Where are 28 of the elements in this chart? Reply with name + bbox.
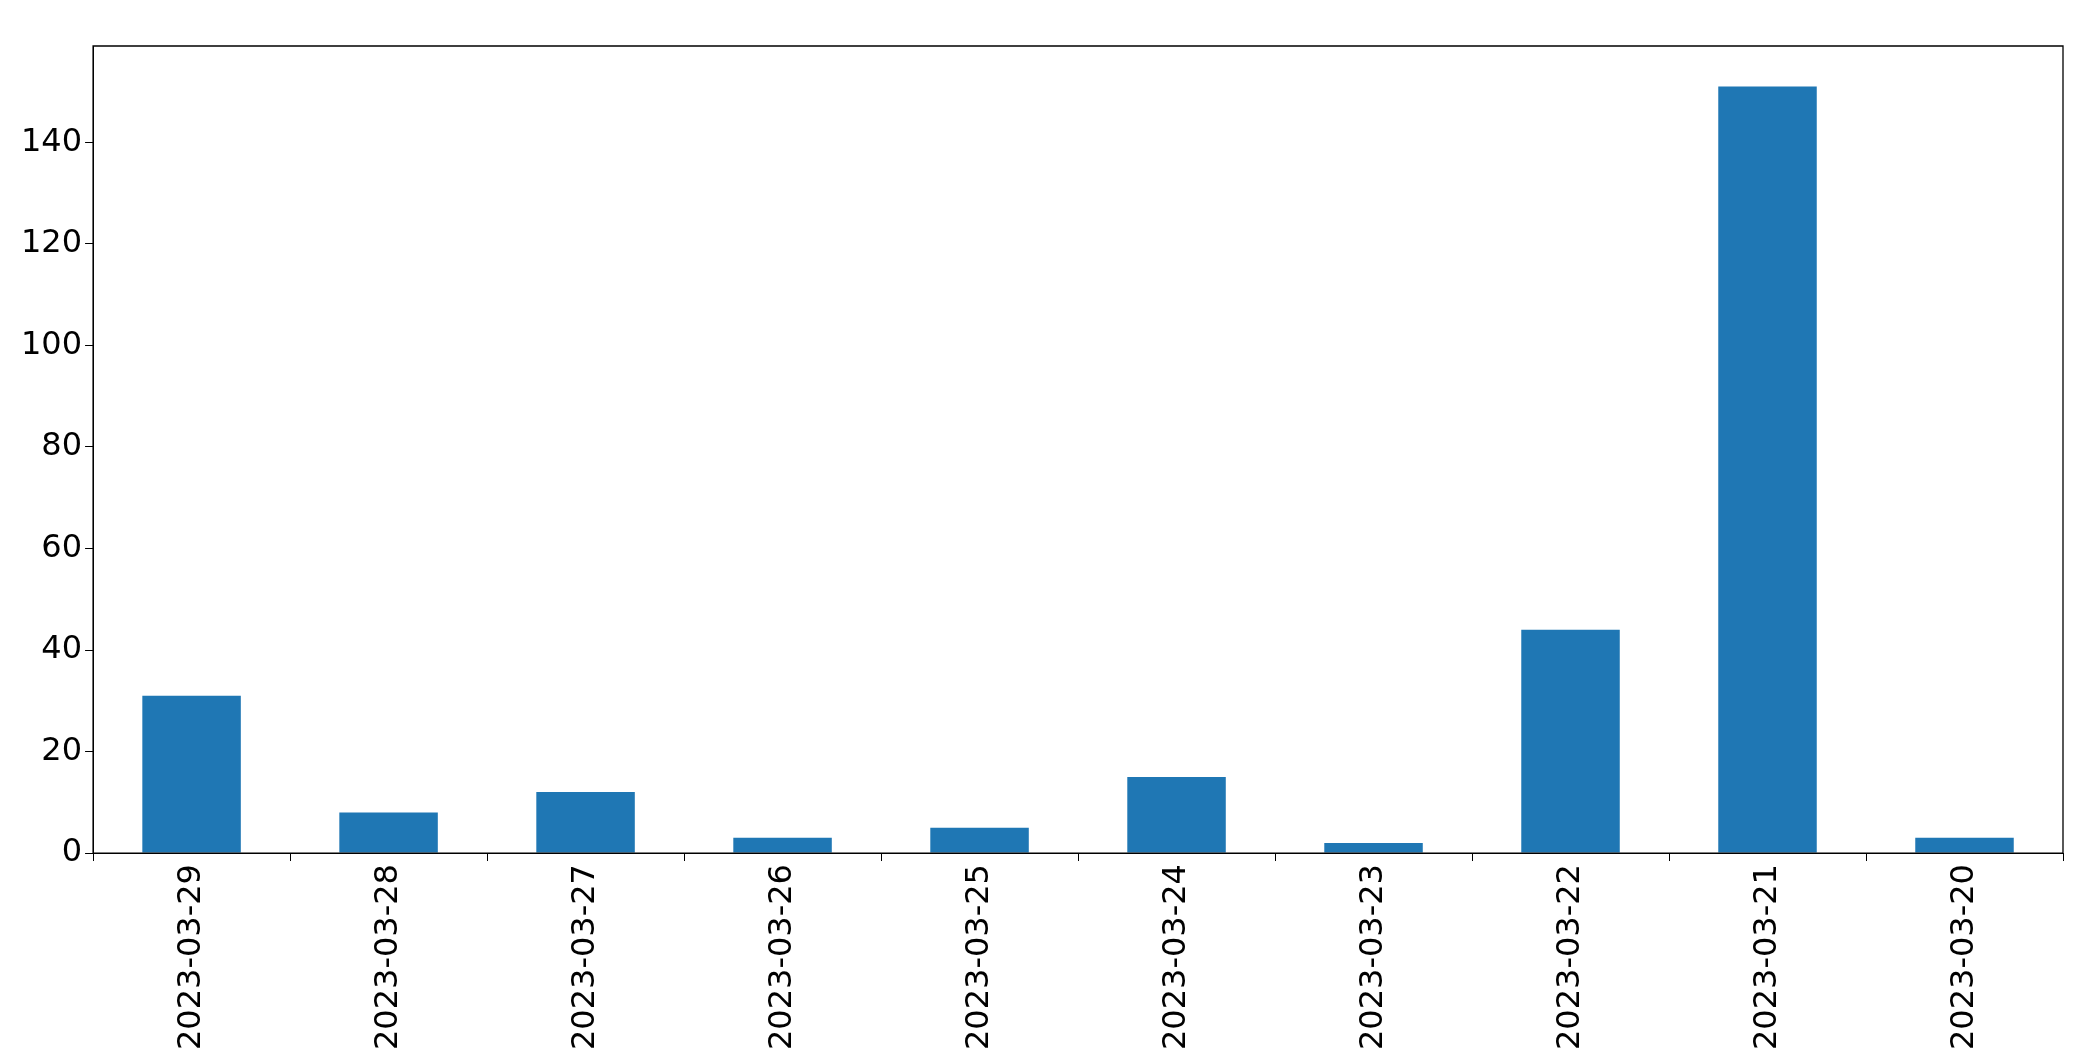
x-tick-label: 2023-03-28 (366, 864, 405, 1050)
x-tick-label: 2023-03-29 (169, 864, 208, 1050)
bar (1915, 837, 2014, 853)
y-tick-label: 20 (41, 729, 83, 768)
y-tick-label: 40 (41, 628, 83, 667)
bar (339, 812, 438, 853)
x-tick-label: 2023-03-24 (1154, 864, 1193, 1050)
y-tick-label: 100 (21, 323, 83, 362)
bar (1324, 842, 1423, 853)
x-tick-label: 2023-03-21 (1745, 864, 1784, 1050)
y-tick-label: 140 (21, 120, 83, 159)
bar (1127, 776, 1226, 853)
y-tick-label: 120 (21, 222, 83, 261)
y-tick-label: 80 (41, 425, 83, 464)
x-tick-label: 2023-03-22 (1548, 864, 1587, 1050)
x-tick-label: 2023-03-20 (1942, 864, 1981, 1050)
bar (1718, 86, 1817, 853)
x-tick-label: 2023-03-25 (957, 864, 996, 1050)
x-tick-label: 2023-03-23 (1351, 864, 1390, 1050)
bar (930, 827, 1029, 853)
bar (733, 837, 832, 853)
x-tick-label: 2023-03-26 (760, 864, 799, 1050)
bar (536, 792, 635, 853)
y-tick-label: 60 (41, 526, 83, 565)
y-tick-label: 0 (61, 831, 83, 870)
bar (1521, 629, 1620, 853)
x-tick-label: 2023-03-27 (563, 864, 602, 1050)
bar (142, 695, 241, 853)
